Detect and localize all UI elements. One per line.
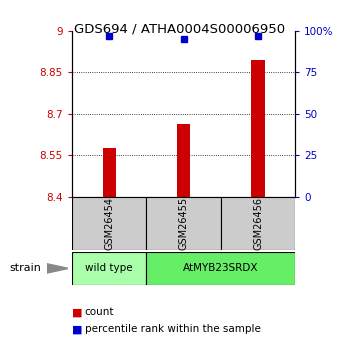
Bar <box>103 148 116 197</box>
Bar <box>72 252 147 285</box>
Bar <box>72 197 147 250</box>
Text: percentile rank within the sample: percentile rank within the sample <box>85 325 261 334</box>
Polygon shape <box>47 264 68 273</box>
Text: count: count <box>85 307 114 317</box>
Text: ■: ■ <box>72 325 82 334</box>
Bar <box>251 60 265 197</box>
Text: GDS694 / ATHA0004S00006950: GDS694 / ATHA0004S00006950 <box>75 22 285 36</box>
Text: ■: ■ <box>72 307 82 317</box>
Bar <box>221 197 295 250</box>
Text: strain: strain <box>9 264 41 273</box>
Text: wild type: wild type <box>85 263 133 273</box>
Text: AtMYB23SRDX: AtMYB23SRDX <box>183 263 258 273</box>
Text: GSM26455: GSM26455 <box>179 197 189 250</box>
Bar <box>147 252 295 285</box>
Bar <box>177 124 190 197</box>
Bar <box>147 197 221 250</box>
Text: GSM26456: GSM26456 <box>253 197 263 250</box>
Text: GSM26454: GSM26454 <box>104 197 114 250</box>
